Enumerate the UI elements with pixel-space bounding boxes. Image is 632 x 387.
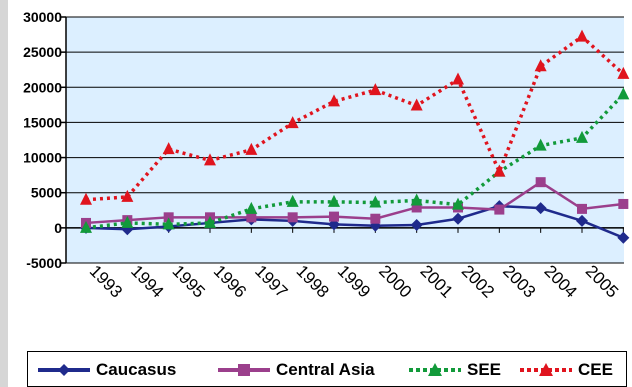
plot-area <box>66 17 624 263</box>
point-0-9 <box>452 212 464 225</box>
point-3-10 <box>493 164 506 177</box>
point-1-12 <box>577 203 587 214</box>
x-tick-label-2003: 2003 <box>499 261 539 301</box>
legend-item-see: SEE <box>409 360 501 380</box>
legend-item-cee: CEE <box>520 360 613 380</box>
y-axis-ticks: -5000 0 5000 10000 15000 20000 25000 30000 <box>23 9 66 271</box>
y-tick-label-20000: 20000 <box>23 79 62 95</box>
point-3-1 <box>121 189 134 202</box>
point-3-5 <box>286 116 299 129</box>
point-1-13 <box>618 198 629 209</box>
point-2-2 <box>162 217 175 230</box>
point-2-5 <box>286 194 299 207</box>
point-3-0 <box>80 192 92 205</box>
point-2-12 <box>576 130 588 143</box>
point-3-7 <box>369 83 382 96</box>
series-line-1 <box>85 180 624 225</box>
point-2-0 <box>80 220 92 233</box>
point-1-8 <box>411 202 422 213</box>
point-2-1 <box>121 215 134 228</box>
legend-label-caucasus: Caucasus <box>96 360 177 379</box>
y-tick-label-0: 0 <box>54 220 62 236</box>
y-tick-label--5000: -5000 <box>26 255 62 271</box>
legend-swatch-central-asia <box>218 364 270 376</box>
point-2-7 <box>369 195 382 208</box>
y-tick-label-5000: 5000 <box>31 185 62 201</box>
point-1-2 <box>163 212 174 223</box>
legend-label-cee: CEE <box>578 360 613 379</box>
x-tick-label-2005: 2005 <box>582 261 622 301</box>
legend-swatch-see <box>409 363 461 376</box>
x-tick-label-1998: 1998 <box>293 261 333 301</box>
legend-swatch-cee <box>520 363 572 376</box>
point-3-3 <box>204 153 216 166</box>
point-2-9 <box>452 197 464 210</box>
y-tick-label-30000: 30000 <box>23 9 62 25</box>
point-2-4 <box>245 201 258 214</box>
point-0-8 <box>410 219 423 232</box>
legend-item-central-asia: Central Asia <box>218 360 375 380</box>
point-0-12 <box>576 214 588 227</box>
x-tick-label-1993: 1993 <box>86 261 126 301</box>
y-tick-label-10000: 10000 <box>23 150 62 166</box>
x-tick-label-2004: 2004 <box>541 261 581 301</box>
left-edge-bar <box>0 0 8 387</box>
y-tick-label-15000: 15000 <box>23 114 62 130</box>
legend-label-see: SEE <box>467 360 502 379</box>
series-cee <box>80 29 630 205</box>
x-tick-label-1999: 1999 <box>334 261 374 301</box>
point-1-5 <box>287 212 298 223</box>
point-3-2 <box>162 142 175 155</box>
point-2-6 <box>328 194 340 207</box>
point-3-11 <box>534 59 547 72</box>
point-2-8 <box>410 193 423 206</box>
x-tick-label-1995: 1995 <box>169 261 209 301</box>
point-0-13 <box>617 231 630 244</box>
y-tick-label-25000: 25000 <box>23 44 62 60</box>
legend-label-central-asia: Central Asia <box>276 360 375 379</box>
x-tick-label-1996: 1996 <box>210 261 250 301</box>
point-3-8 <box>410 98 423 111</box>
series-line-0 <box>85 204 624 239</box>
line-chart: -5000 0 5000 10000 15000 20000 25000 30000 1993… <box>23 9 630 302</box>
x-tick-label-2000: 2000 <box>375 261 415 301</box>
series-group <box>80 29 630 244</box>
series-see <box>80 87 630 233</box>
point-3-6 <box>328 94 340 107</box>
series-line-2 <box>85 93 625 230</box>
point-1-10 <box>494 204 505 215</box>
point-1-4 <box>246 212 257 223</box>
point-1-6 <box>329 211 339 222</box>
point-3-13 <box>617 66 630 79</box>
legend-swatch-caucasus <box>38 364 90 376</box>
point-3-9 <box>452 72 464 85</box>
legend-item-caucasus: Caucasus <box>38 360 176 380</box>
point-1-7 <box>370 213 381 224</box>
x-tick-label-2001: 2001 <box>417 261 457 301</box>
x-tick-label-1994: 1994 <box>127 261 167 301</box>
point-3-4 <box>245 142 258 155</box>
point-0-11 <box>534 202 547 215</box>
point-2-11 <box>534 138 547 151</box>
point-1-11 <box>535 177 546 188</box>
legend: Caucasus Central Asia SEE CEE <box>27 351 627 387</box>
x-tick-label-2002: 2002 <box>458 261 498 301</box>
point-3-12 <box>576 29 588 42</box>
point-2-13 <box>617 87 630 100</box>
series-line-3 <box>85 34 625 202</box>
x-tick-label-1997: 1997 <box>251 261 291 301</box>
point-2-3 <box>204 215 216 228</box>
